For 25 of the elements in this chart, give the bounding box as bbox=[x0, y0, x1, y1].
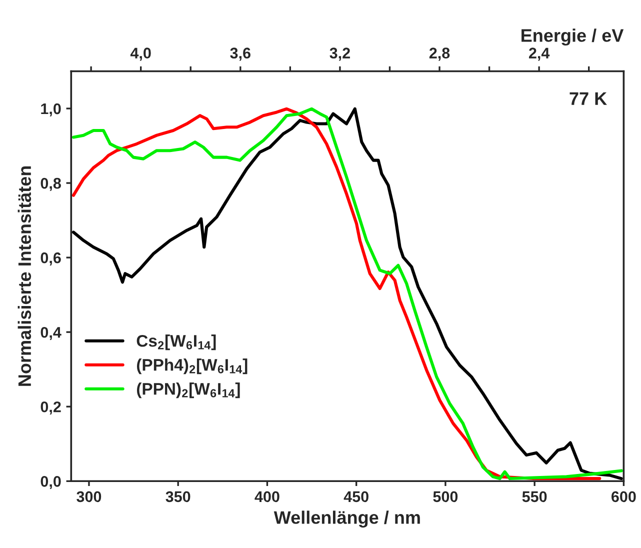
x-tick-label: 550 bbox=[522, 491, 547, 502]
x-tick-label: 400 bbox=[254, 491, 280, 502]
y-tick-label: 0,2 bbox=[40, 401, 61, 415]
annotation: 77 K bbox=[570, 92, 607, 105]
x2-tick-label: 4,0 bbox=[130, 48, 151, 61]
x-tick-label: 600 bbox=[612, 491, 636, 502]
legend-label: (PPN)$_{2}$[W$_{6}$I$_{14}$] bbox=[136, 382, 240, 398]
x2-tick-label: 3,6 bbox=[230, 48, 250, 61]
legend-label: Cs$_{2}$[W$_{6}$I$_{14}$] bbox=[136, 334, 216, 350]
x2-axis-title: Energie / eV bbox=[522, 28, 624, 46]
x2-tick-label: 2,4 bbox=[528, 48, 550, 61]
x-axis-title: Wellenlänge / nm bbox=[274, 510, 420, 528]
y-tick-label: 0,4 bbox=[40, 326, 62, 340]
x-tick-label: 300 bbox=[76, 491, 102, 502]
x2-tick-label: 3,2 bbox=[330, 48, 350, 61]
y-axis-title: Normalisierte Intensitäten bbox=[18, 166, 32, 386]
x-tick-label: 500 bbox=[433, 491, 458, 502]
x2-tick-label: 2,8 bbox=[429, 48, 450, 61]
legend-label: (PPh4)$_{2}$[W$_{6}$I$_{14}$] bbox=[136, 358, 248, 374]
y-tick-label: 0,6 bbox=[40, 252, 61, 266]
y-tick-label: 1,0 bbox=[41, 103, 61, 116]
y-tick-label: 0,8 bbox=[40, 178, 61, 191]
x-tick-label: 450 bbox=[344, 491, 368, 502]
y-tick-label: 0,0 bbox=[40, 476, 61, 490]
x-tick-label: 350 bbox=[166, 491, 190, 502]
